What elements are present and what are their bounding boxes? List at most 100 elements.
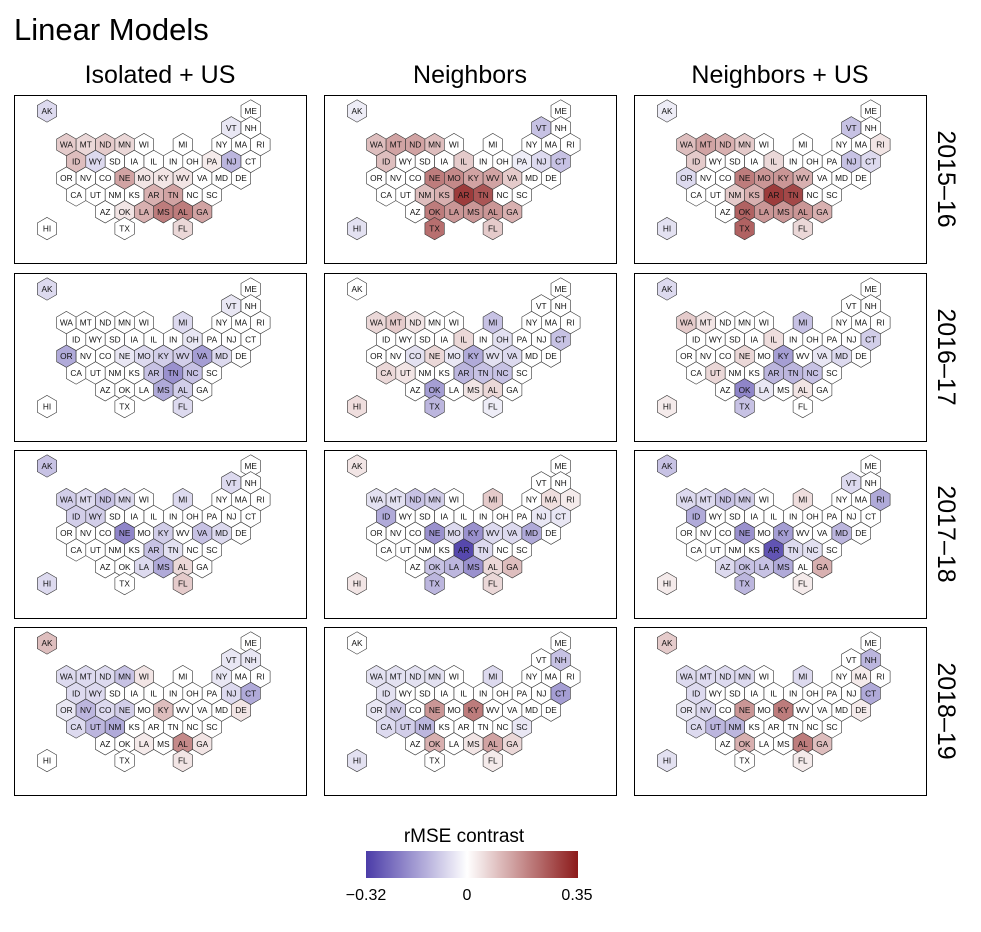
hex-label-MN: MN — [118, 318, 131, 328]
hex-label-NJ: NJ — [536, 511, 546, 521]
hex-label-OH: OH — [186, 334, 198, 344]
hex-label-OK: OK — [739, 207, 751, 217]
hex-label-WY: WY — [709, 156, 723, 166]
panel-r1-c2: AK ME VT NH WA MT ND MN WI MI NY MA RI ID WY SD IA IL IN OH… — [324, 95, 617, 264]
hex-label-AZ: AZ — [410, 207, 421, 217]
hex-label-GA: GA — [816, 739, 828, 749]
hex-label-MN: MN — [428, 495, 441, 505]
hex-label-MN: MN — [428, 140, 441, 150]
hex-label-UT: UT — [90, 545, 101, 555]
hex-label-NM: NM — [728, 722, 741, 732]
legend-tick-min: −0.32 — [346, 887, 387, 904]
hex-label-WV: WV — [486, 705, 500, 715]
hex-GA — [192, 200, 213, 224]
hex-label-GA: GA — [506, 739, 518, 749]
hex-GA — [812, 378, 833, 402]
hex-label-CA: CA — [380, 722, 392, 732]
hex-label-TX: TX — [739, 402, 750, 412]
hex-label-NM: NM — [108, 722, 121, 732]
hex-label-ID: ID — [382, 511, 390, 521]
hex-label-MA: MA — [855, 672, 868, 682]
hex-label-CA: CA — [690, 368, 702, 378]
hex-label-MI: MI — [178, 318, 187, 328]
hex-DE — [540, 344, 562, 368]
hex-label-NJ: NJ — [536, 156, 546, 166]
hex-label-FL: FL — [488, 579, 498, 589]
hex-label-RI: RI — [876, 495, 884, 505]
hex-label-HI: HI — [43, 224, 51, 234]
hex-label-OK: OK — [429, 562, 441, 572]
hex-label-NV: NV — [390, 705, 402, 715]
hex-label-WA: WA — [370, 318, 384, 328]
hex-label-KS: KS — [749, 190, 761, 200]
hex-label-VA: VA — [507, 173, 518, 183]
hex-label-MD: MD — [215, 351, 228, 361]
hex-label-CA: CA — [70, 368, 82, 378]
hex-label-MS: MS — [157, 562, 170, 572]
hex-label-NM: NM — [108, 190, 121, 200]
hex-label-OH: OH — [496, 511, 508, 521]
hex-label-ME: ME — [864, 284, 877, 294]
hex-label-IN: IN — [479, 334, 487, 344]
hex-label-KS: KS — [749, 545, 761, 555]
hex-label-NV: NV — [80, 351, 92, 361]
hex-label-IN: IN — [789, 511, 797, 521]
hex-label-MS: MS — [467, 562, 480, 572]
hex-label-TX: TX — [429, 402, 440, 412]
hex-AK — [36, 631, 58, 655]
hex-label-IA: IA — [750, 334, 758, 344]
hex-label-VA: VA — [507, 351, 518, 361]
hex-HI — [656, 217, 678, 241]
hex-label-OR: OR — [680, 173, 692, 183]
hex-label-PA: PA — [827, 688, 838, 698]
hex-label-MS: MS — [467, 385, 480, 395]
panel-frame — [324, 273, 617, 442]
hex-label-AR: AR — [768, 722, 780, 732]
hex-label-PA: PA — [517, 334, 528, 344]
hex-TX — [734, 572, 755, 596]
hex-FL — [792, 572, 813, 596]
hex-label-PA: PA — [827, 334, 838, 344]
hex-label-MT: MT — [700, 495, 712, 505]
hex-label-SD: SD — [419, 511, 431, 521]
hex-label-GA: GA — [506, 385, 518, 395]
hex-label-MN: MN — [118, 495, 131, 505]
hex-label-VT: VT — [846, 655, 857, 665]
hex-label-IA: IA — [440, 334, 448, 344]
hex-label-TX: TX — [739, 224, 750, 234]
hex-DE — [540, 166, 562, 190]
hex-label-NE: NE — [429, 173, 441, 183]
hex-label-TX: TX — [119, 224, 130, 234]
hex-label-MA: MA — [545, 140, 558, 150]
hex-label-NH: NH — [555, 123, 567, 133]
hex-label-WV: WV — [176, 351, 190, 361]
hex-label-IL: IL — [460, 688, 467, 698]
hex-label-GA: GA — [506, 562, 518, 572]
hex-label-FL: FL — [798, 756, 808, 766]
hex-label-NM: NM — [418, 368, 431, 378]
hex-label-ID: ID — [72, 334, 80, 344]
hex-label-OK: OK — [739, 739, 751, 749]
hex-label-IA: IA — [440, 688, 448, 698]
hex-label-NH: NH — [555, 655, 567, 665]
hex-label-CT: CT — [245, 688, 256, 698]
hex-label-VA: VA — [507, 528, 518, 538]
hex-label-KS: KS — [439, 368, 451, 378]
hex-label-KY: KY — [158, 351, 170, 361]
hex-label-OH: OH — [806, 511, 818, 521]
hex-label-KY: KY — [468, 705, 480, 715]
hex-label-AK: AK — [661, 461, 673, 471]
hex-label-OH: OH — [806, 688, 818, 698]
hex-label-ND: ND — [99, 318, 111, 328]
hex-label-NY: NY — [836, 140, 848, 150]
hex-label-NE: NE — [119, 705, 131, 715]
hex-label-DE: DE — [855, 173, 867, 183]
hex-label-OR: OR — [60, 173, 72, 183]
hex-label-MT: MT — [390, 495, 402, 505]
hex-label-DE: DE — [235, 351, 247, 361]
hex-label-CT: CT — [245, 156, 256, 166]
hex-label-PA: PA — [517, 511, 528, 521]
hex-label-IN: IN — [169, 511, 177, 521]
hex-label-PA: PA — [207, 511, 218, 521]
hex-label-NY: NY — [216, 140, 228, 150]
